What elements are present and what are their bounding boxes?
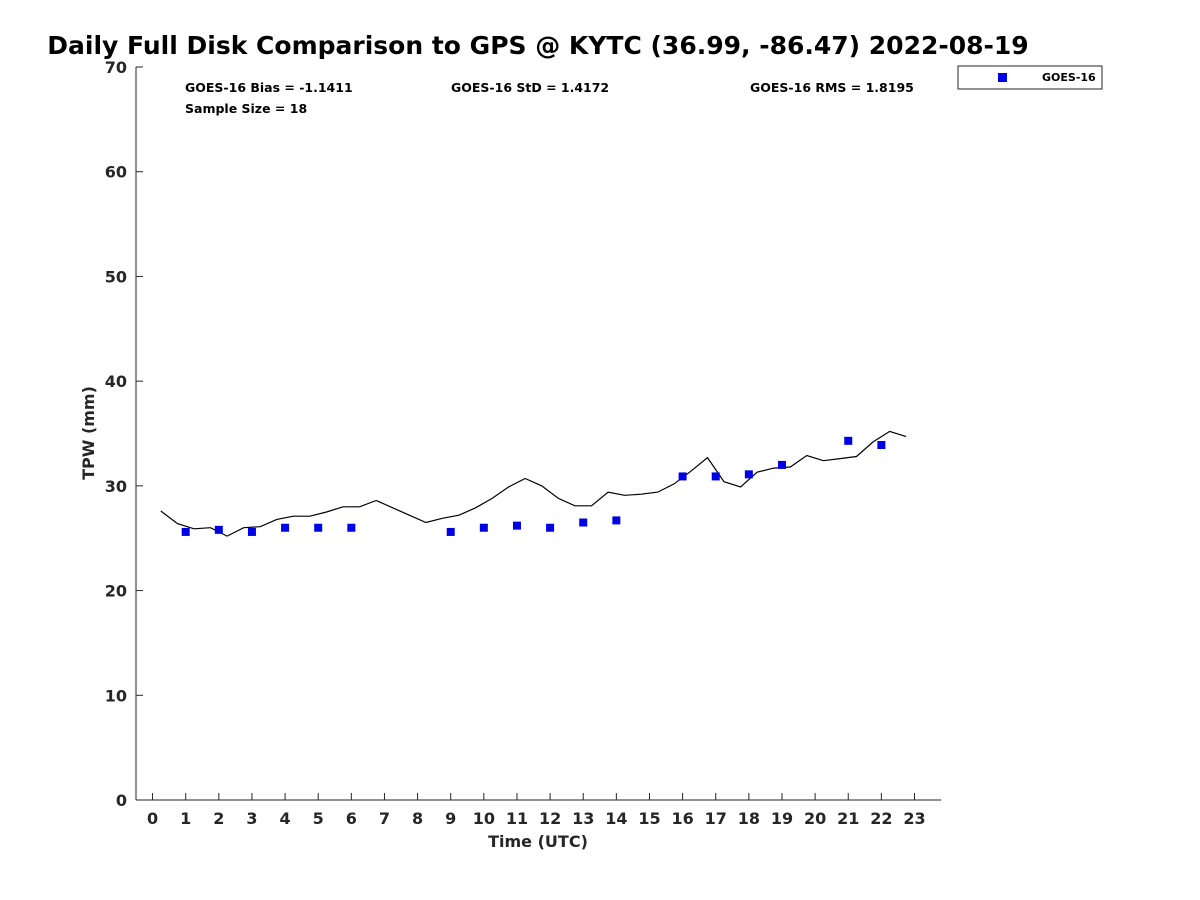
stats-annotations: GOES-16 Bias = -1.1411 GOES-16 StD = 1.4… [185,80,914,116]
goes16-point [181,527,190,536]
std-annotation: GOES-16 StD = 1.4172 [451,80,609,95]
x-tick-label: 13 [572,809,594,828]
goes16-point [711,472,720,481]
y-tick-label: 10 [105,686,127,705]
legend: GOES-16 [957,65,1103,90]
goes16-point [546,523,555,532]
y-tick-label: 20 [105,582,127,601]
goes16-point [777,460,786,469]
y-tick-label: 40 [105,372,127,391]
goes16-point [281,523,290,532]
legend-marker-goes16 [998,73,1007,82]
x-tick-label: 16 [671,809,693,828]
x-tick-label: 4 [280,809,291,828]
goes16-point [314,523,323,532]
goes16-point [678,472,687,481]
goes16-point [844,436,853,445]
rms-annotation: GOES-16 RMS = 1.8195 [750,80,914,95]
x-tick-label: 17 [705,809,727,828]
goes16-point [612,516,621,525]
x-tick-label: 23 [903,809,925,828]
x-tick-label: 0 [147,809,158,828]
x-tick-label: 8 [412,809,423,828]
x-tick-label: 22 [870,809,892,828]
y-tick-label: 30 [105,477,127,496]
gps-line [160,430,907,537]
x-tick-label: 9 [445,809,456,828]
y-tick-label: 0 [116,791,127,810]
goes16-point [512,521,521,530]
x-tick-label: 14 [605,809,627,828]
goes16-point [347,523,356,532]
x-tick-label: 11 [506,809,528,828]
legend-label-goes16: GOES-16 [1042,71,1096,84]
x-tick-label: 10 [473,809,495,828]
goes16-point [446,527,455,536]
x-tick-label: 5 [313,809,324,828]
chart-title: Daily Full Disk Comparison to GPS @ KYTC… [47,31,1028,60]
goes16-point [579,518,588,527]
sample-size-annotation: Sample Size = 18 [185,101,307,116]
x-tick-label: 20 [804,809,826,828]
x-tick-label: 19 [771,809,793,828]
gps-line-series [160,430,907,537]
y-tick-label: 70 [105,58,127,77]
goes16-point [214,525,223,534]
y-axis-ticks: 0 10 20 30 40 50 60 70 [105,58,143,810]
x-tick-label: 6 [346,809,357,828]
x-tick-label: 21 [837,809,859,828]
x-tick-label: 3 [246,809,257,828]
goes16-point [247,527,256,536]
x-tick-label: 2 [213,809,224,828]
goes16-point [479,523,488,532]
bias-annotation: GOES-16 Bias = -1.1411 [185,80,353,95]
goes16-point [744,470,753,479]
goes16-scatter-series [181,436,886,536]
legend-box [957,65,1103,90]
x-tick-label: 1 [180,809,191,828]
y-axis-label: TPW (mm) [79,386,98,480]
x-tick-label: 15 [638,809,660,828]
goes16-point [877,441,886,450]
x-axis-label: Time (UTC) [488,832,588,851]
x-tick-label: 7 [379,809,390,828]
x-axis-ticks: 0 1 2 3 4 5 6 7 8 9 10 11 12 13 14 15 16 17 18 19 20 21 22 23 [147,793,926,828]
x-tick-label: 12 [539,809,561,828]
x-tick-label: 18 [738,809,760,828]
y-tick-label: 60 [105,163,127,182]
y-tick-label: 50 [105,267,127,286]
